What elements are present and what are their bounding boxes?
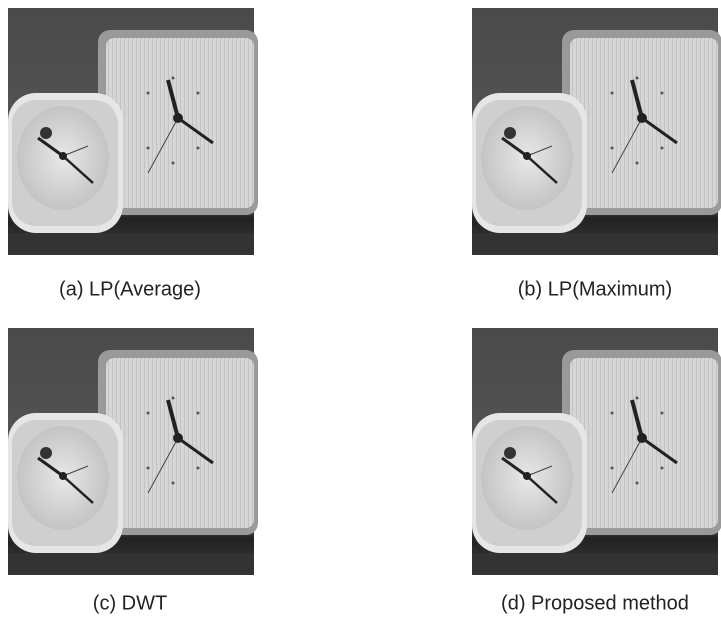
- image-a: [6, 6, 260, 257]
- caption: (b) LP(Maximum): [518, 278, 672, 300]
- image-b: [470, 6, 721, 257]
- caption: (a) LP(Average): [59, 278, 201, 300]
- image-d: [470, 326, 721, 577]
- caption: (c) DWT: [93, 592, 167, 614]
- image-c: [6, 326, 260, 577]
- caption: (d) Proposed method: [501, 592, 689, 614]
